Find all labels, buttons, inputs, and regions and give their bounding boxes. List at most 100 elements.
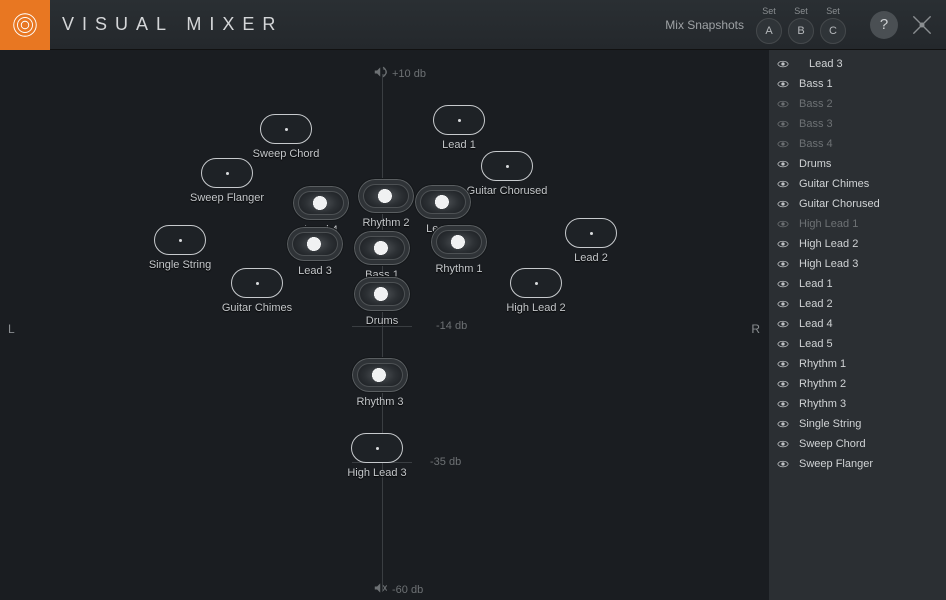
- mix-node-dot: [285, 128, 288, 131]
- mix-node-lead1[interactable]: Lead 1: [433, 105, 485, 135]
- visibility-eye-icon[interactable]: [777, 178, 791, 190]
- visibility-eye-icon[interactable]: [777, 58, 791, 70]
- sidebar-item-label: Single String: [799, 418, 861, 430]
- sidebar-item[interactable]: Drums: [769, 154, 946, 174]
- sidebar-item[interactable]: Rhythm 3: [769, 394, 946, 414]
- sidebar-item[interactable]: Lead 1: [769, 274, 946, 294]
- visibility-eye-icon[interactable]: [777, 398, 791, 410]
- sidebar-item[interactable]: Lead 3: [769, 54, 946, 74]
- sidebar-item[interactable]: Bass 4: [769, 134, 946, 154]
- db-bottom-label: -60 db: [374, 581, 423, 598]
- mix-node-bubble[interactable]: [431, 225, 487, 259]
- sidebar-item[interactable]: Sweep Flanger: [769, 454, 946, 474]
- mix-node-single-string[interactable]: Single String: [154, 225, 206, 255]
- visibility-eye-icon[interactable]: [777, 458, 791, 470]
- visibility-eye-icon[interactable]: [777, 218, 791, 230]
- mix-node-bubble[interactable]: [293, 186, 349, 220]
- db-zero-label: -14 db: [436, 320, 467, 332]
- mix-node-bubble[interactable]: [433, 105, 485, 135]
- mix-node-label: Rhythm 1: [435, 263, 482, 275]
- mix-node-rhythm2[interactable]: Rhythm 2: [358, 179, 414, 213]
- sidebar-item[interactable]: High Lead 2: [769, 234, 946, 254]
- mix-node-drums[interactable]: Drums: [354, 277, 410, 311]
- visibility-eye-icon[interactable]: [777, 258, 791, 270]
- mix-node-lead4[interactable]: Lead 4: [293, 186, 349, 220]
- sidebar-item[interactable]: Lead 2: [769, 294, 946, 314]
- mix-node-label: Rhythm 3: [356, 396, 403, 408]
- snapshot-a-button[interactable]: A: [756, 18, 782, 44]
- visibility-eye-icon[interactable]: [777, 198, 791, 210]
- mix-node-guitar-chorused[interactable]: Guitar Chorused: [481, 151, 533, 181]
- help-button[interactable]: ?: [870, 11, 898, 39]
- visibility-eye-icon[interactable]: [777, 138, 791, 150]
- settings-button[interactable]: [908, 11, 936, 39]
- mix-node-guitar-chimes[interactable]: Guitar Chimes: [231, 268, 283, 298]
- mix-node-high-lead3[interactable]: High Lead 3: [351, 433, 403, 463]
- visibility-eye-icon[interactable]: [777, 358, 791, 370]
- mix-node-dot: [179, 239, 182, 242]
- mix-node-bubble[interactable]: [354, 277, 410, 311]
- spiral-icon: [10, 10, 40, 40]
- visibility-eye-icon[interactable]: [777, 118, 791, 130]
- main: +10 db-14 db-35 db -60 dbLRSweep ChordLe…: [0, 50, 946, 600]
- mix-node-lead2[interactable]: Lead 2: [565, 218, 617, 248]
- mix-node-bubble[interactable]: [565, 218, 617, 248]
- visibility-eye-icon[interactable]: [777, 338, 791, 350]
- sidebar-item[interactable]: Rhythm 1: [769, 354, 946, 374]
- sidebar-item[interactable]: Bass 3: [769, 114, 946, 134]
- mix-node-high-lead2[interactable]: High Lead 2: [510, 268, 562, 298]
- sidebar-item[interactable]: Guitar Chorused: [769, 194, 946, 214]
- mix-node-bubble[interactable]: [481, 151, 533, 181]
- visibility-eye-icon[interactable]: [777, 278, 791, 290]
- mix-node-bubble[interactable]: [354, 231, 410, 265]
- mix-node-lead3[interactable]: Lead 3: [287, 227, 343, 261]
- mix-node-bubble[interactable]: [154, 225, 206, 255]
- mix-node-rhythm1[interactable]: Rhythm 1: [431, 225, 487, 259]
- mix-node-bubble[interactable]: [201, 158, 253, 188]
- visibility-eye-icon[interactable]: [777, 418, 791, 430]
- sidebar-item-label: Bass 2: [799, 98, 833, 110]
- mix-node-bubble[interactable]: [231, 268, 283, 298]
- mix-node-bubble[interactable]: [358, 179, 414, 213]
- axis-vertical: [382, 74, 383, 592]
- sidebar-item[interactable]: Bass 2: [769, 94, 946, 114]
- mix-node-dot: [376, 447, 379, 450]
- sidebar-item[interactable]: Rhythm 2: [769, 374, 946, 394]
- sidebar-item-label: Sweep Flanger: [799, 458, 873, 470]
- sidebar-item[interactable]: Sweep Chord: [769, 434, 946, 454]
- sidebar-item[interactable]: Guitar Chimes: [769, 174, 946, 194]
- mix-node-bubble[interactable]: [415, 185, 471, 219]
- sidebar-item[interactable]: Lead 5: [769, 334, 946, 354]
- pan-left-label: L: [8, 322, 15, 336]
- visibility-eye-icon[interactable]: [777, 438, 791, 450]
- sidebar-item[interactable]: High Lead 1: [769, 214, 946, 234]
- mix-node-bubble[interactable]: [352, 358, 408, 392]
- snapshot-b-button[interactable]: B: [788, 18, 814, 44]
- mix-node-bubble[interactable]: [510, 268, 562, 298]
- sidebar-item[interactable]: Lead 4: [769, 314, 946, 334]
- mix-node-bubble[interactable]: [260, 114, 312, 144]
- sidebar-item-label: Lead 4: [799, 318, 833, 330]
- sidebar-item-label: Rhythm 1: [799, 358, 846, 370]
- mix-stage[interactable]: +10 db-14 db-35 db -60 dbLRSweep ChordLe…: [0, 50, 768, 600]
- visibility-eye-icon[interactable]: [777, 238, 791, 250]
- mix-node-bass1[interactable]: Bass 1: [354, 231, 410, 265]
- visibility-eye-icon[interactable]: [777, 318, 791, 330]
- visibility-eye-icon[interactable]: [777, 98, 791, 110]
- mix-node-sweep-chord[interactable]: Sweep Chord: [260, 114, 312, 144]
- sidebar-item[interactable]: Bass 1: [769, 74, 946, 94]
- mix-node-sweep-flanger[interactable]: Sweep Flanger: [201, 158, 253, 188]
- snapshot-c-button[interactable]: C: [820, 18, 846, 44]
- mix-node-bubble[interactable]: [287, 227, 343, 261]
- visibility-eye-icon[interactable]: [777, 298, 791, 310]
- mix-node-label: High Lead 3: [347, 467, 406, 479]
- mix-node-rhythm3[interactable]: Rhythm 3: [352, 358, 408, 392]
- sidebar-item-label: Guitar Chorused: [799, 198, 880, 210]
- mix-node-bubble[interactable]: [351, 433, 403, 463]
- visibility-eye-icon[interactable]: [777, 378, 791, 390]
- mix-node-lead5[interactable]: Lead 5: [415, 185, 471, 219]
- visibility-eye-icon[interactable]: [777, 78, 791, 90]
- visibility-eye-icon[interactable]: [777, 158, 791, 170]
- sidebar-item[interactable]: Single String: [769, 414, 946, 434]
- sidebar-item[interactable]: High Lead 3: [769, 254, 946, 274]
